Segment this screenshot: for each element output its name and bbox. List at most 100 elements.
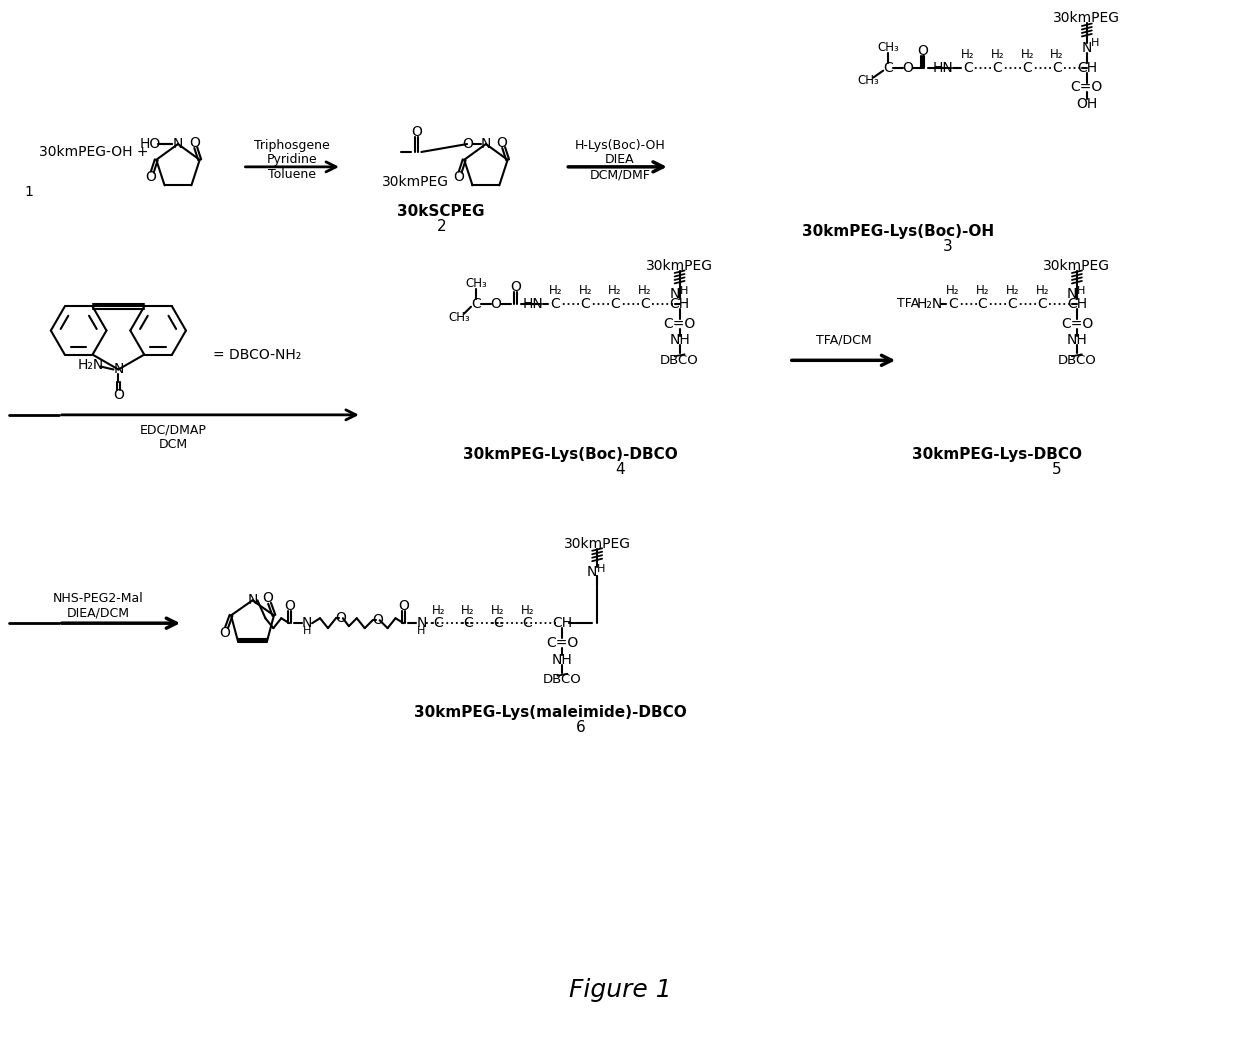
Text: O: O [511, 280, 521, 294]
Text: C: C [433, 616, 443, 631]
Text: O: O [113, 388, 124, 402]
Text: DIEA/DCM: DIEA/DCM [67, 607, 130, 620]
Text: H: H [680, 286, 688, 295]
Text: C: C [992, 61, 1002, 75]
Text: 2: 2 [436, 219, 446, 234]
Text: DBCO: DBCO [1058, 354, 1096, 366]
Text: H₂: H₂ [1035, 284, 1049, 298]
Text: C: C [883, 61, 893, 75]
Text: C: C [640, 296, 650, 311]
Text: C: C [977, 296, 987, 311]
Text: N: N [1081, 41, 1092, 55]
Text: 6: 6 [575, 720, 585, 735]
Text: 30kmPEG-Lys-DBCO: 30kmPEG-Lys-DBCO [913, 447, 1083, 462]
Text: N: N [172, 137, 184, 151]
Text: DBCO: DBCO [660, 354, 699, 366]
Text: CH: CH [552, 616, 573, 631]
Text: O: O [410, 125, 422, 139]
Text: 30kSCPEG: 30kSCPEG [398, 204, 485, 219]
Text: O: O [490, 296, 501, 311]
Text: H₂N: H₂N [916, 296, 944, 311]
Text: O: O [918, 44, 929, 57]
Text: DIEA: DIEA [605, 153, 635, 166]
Text: O: O [463, 137, 474, 151]
Text: 30kmPEG: 30kmPEG [646, 259, 713, 274]
Text: H₂: H₂ [432, 603, 445, 617]
Text: C: C [1053, 61, 1061, 75]
Text: C=O: C=O [1060, 316, 1092, 331]
Text: H₂: H₂ [639, 284, 651, 298]
Text: H₂N: H₂N [77, 357, 104, 372]
Text: CH₃: CH₃ [857, 74, 879, 87]
Text: DCM/DMF: DCM/DMF [589, 168, 651, 182]
Text: DCM: DCM [159, 438, 187, 451]
Text: O: O [336, 611, 346, 625]
Text: 5: 5 [1053, 461, 1061, 477]
Text: H₂: H₂ [961, 48, 975, 62]
Text: CH₃: CH₃ [878, 42, 899, 54]
Text: H₂: H₂ [946, 284, 960, 298]
Text: HO: HO [140, 137, 161, 151]
Text: NH: NH [1066, 333, 1087, 348]
Text: TFA/DCM: TFA/DCM [816, 334, 872, 347]
Text: H₂: H₂ [1050, 48, 1064, 62]
Text: O: O [497, 136, 507, 150]
Text: O: O [188, 136, 200, 150]
Text: NHS-PEG2-Mal: NHS-PEG2-Mal [53, 592, 144, 604]
Text: DBCO: DBCO [543, 673, 582, 686]
Text: N: N [481, 137, 491, 151]
Text: C: C [471, 296, 481, 311]
Text: CH₃: CH₃ [465, 278, 487, 290]
Text: EDC/DMAP: EDC/DMAP [140, 423, 207, 436]
Text: O: O [453, 170, 464, 184]
Text: Toluene: Toluene [268, 168, 316, 182]
Text: H₂: H₂ [1021, 48, 1034, 62]
Text: 30kmPEG: 30kmPEG [1043, 259, 1110, 274]
Text: O: O [398, 599, 409, 613]
Text: C=O: C=O [663, 316, 696, 331]
Text: C: C [610, 296, 620, 311]
Text: Figure 1: Figure 1 [569, 978, 671, 1002]
Text: N: N [1066, 287, 1078, 301]
Text: C=O: C=O [1070, 80, 1102, 95]
Text: H₂: H₂ [491, 603, 505, 617]
Text: H: H [417, 626, 425, 636]
Text: C: C [523, 616, 532, 631]
Text: H₂: H₂ [579, 284, 591, 298]
Text: O: O [284, 599, 295, 613]
Text: H: H [1076, 286, 1085, 295]
Text: O: O [219, 626, 229, 640]
Text: Triphosgene: Triphosgene [254, 139, 330, 151]
Text: C: C [1022, 61, 1032, 75]
Text: 30kmPEG-OH +: 30kmPEG-OH + [38, 145, 149, 159]
Text: N: N [301, 616, 312, 631]
Text: H₂: H₂ [548, 284, 562, 298]
Text: C=O: C=O [547, 636, 579, 650]
Text: CH₃: CH₃ [448, 311, 470, 324]
Text: 1: 1 [25, 185, 33, 198]
Text: H₂: H₂ [521, 603, 534, 617]
Text: H: H [596, 564, 605, 573]
Text: 30kmPEG-Lys(Boc)-OH: 30kmPEG-Lys(Boc)-OH [802, 223, 994, 239]
Text: O: O [145, 170, 156, 184]
Text: 30kmPEG: 30kmPEG [564, 537, 631, 551]
Text: = DBCO-NH₂: = DBCO-NH₂ [213, 349, 301, 362]
Text: CH: CH [670, 296, 689, 311]
Text: CH: CH [1076, 61, 1097, 75]
Text: 4: 4 [615, 461, 625, 477]
Text: H: H [1091, 38, 1099, 48]
Text: C: C [1007, 296, 1017, 311]
Text: C: C [551, 296, 560, 311]
Text: HN: HN [522, 296, 543, 311]
Text: Pyridine: Pyridine [267, 153, 317, 166]
Text: C: C [1038, 296, 1047, 311]
Text: O: O [903, 61, 914, 75]
Text: HN: HN [932, 61, 954, 75]
Text: C: C [464, 616, 472, 631]
Text: H₂: H₂ [991, 48, 1004, 62]
Text: 30kmPEG-Lys(Boc)-DBCO: 30kmPEG-Lys(Boc)-DBCO [463, 447, 678, 462]
Text: H₂: H₂ [976, 284, 990, 298]
Text: 30kmPEG: 30kmPEG [1053, 11, 1121, 25]
Text: N: N [417, 616, 427, 631]
Text: 30kmPEG: 30kmPEG [382, 174, 449, 189]
